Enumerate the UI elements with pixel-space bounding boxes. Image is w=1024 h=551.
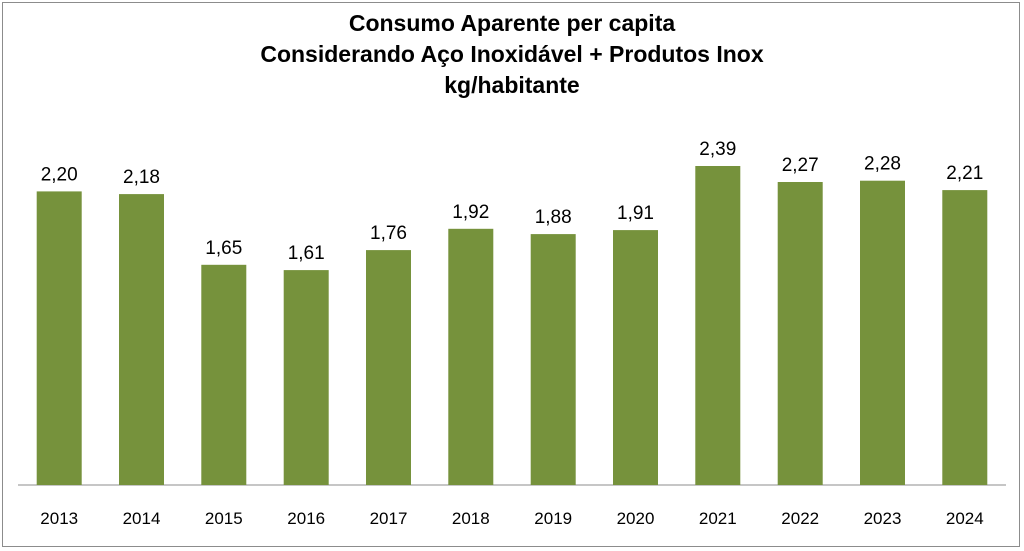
bar-2018 bbox=[448, 228, 494, 486]
bar-2019 bbox=[530, 234, 576, 485]
value-label-2014: 2,18 bbox=[123, 167, 160, 188]
value-label-2024: 2,21 bbox=[946, 163, 983, 184]
x-tick-2013: 2013 bbox=[40, 509, 78, 528]
chart-title-line-3: kg/habitante bbox=[444, 72, 580, 98]
x-tick-2024: 2024 bbox=[946, 509, 984, 528]
bar-2014 bbox=[119, 194, 164, 485]
bar-2023 bbox=[860, 180, 905, 485]
x-tick-2014: 2014 bbox=[123, 509, 161, 528]
bar-2021 bbox=[695, 166, 741, 485]
x-tick-2022: 2022 bbox=[781, 509, 819, 528]
value-label-2015: 1,65 bbox=[205, 238, 242, 259]
x-tick-2020: 2020 bbox=[617, 509, 655, 528]
bar-2016 bbox=[283, 270, 329, 485]
value-label-2018: 1,92 bbox=[452, 202, 489, 223]
x-tick-2018: 2018 bbox=[452, 509, 490, 528]
value-labels-group: 2,20 2,18 1,65 1,61 1,76 1,92 1,88 1,91 2,39 2,27… bbox=[41, 139, 984, 264]
x-tick-2017: 2017 bbox=[370, 509, 408, 528]
bar-2017 bbox=[366, 250, 411, 485]
bar-2022 bbox=[777, 182, 823, 485]
x-tick-2023: 2023 bbox=[864, 509, 902, 528]
bars-group bbox=[36, 166, 988, 486]
value-label-2019: 1,88 bbox=[535, 207, 572, 228]
value-label-2022: 2,27 bbox=[782, 155, 819, 176]
bar-2024 bbox=[942, 190, 988, 485]
chart-title: Consumo Aparente per capita Considerando… bbox=[0, 8, 1024, 101]
chart-title-line-1: Consumo Aparente per capita bbox=[348, 10, 676, 36]
value-label-2013: 2,20 bbox=[41, 164, 78, 185]
value-label-2017: 1,76 bbox=[370, 223, 407, 244]
bar-2013 bbox=[36, 191, 82, 485]
value-label-2021: 2,39 bbox=[699, 139, 736, 160]
value-label-2020: 1,91 bbox=[617, 203, 654, 224]
chart-title-line-2: Considerando Aço Inoxidável + Produtos I… bbox=[260, 41, 764, 67]
bar-2015 bbox=[201, 264, 247, 485]
x-tick-2019: 2019 bbox=[534, 509, 572, 528]
x-tick-labels-group: 2013 2014 2015 2016 2017 2018 2019 2020 2021 2022… bbox=[40, 509, 983, 528]
value-label-2023: 2,28 bbox=[864, 154, 901, 175]
x-tick-2016: 2016 bbox=[287, 509, 325, 528]
value-label-2016: 1,61 bbox=[288, 243, 325, 264]
bar-2020 bbox=[613, 230, 658, 485]
x-tick-2021: 2021 bbox=[699, 509, 737, 528]
x-tick-2015: 2015 bbox=[205, 509, 243, 528]
